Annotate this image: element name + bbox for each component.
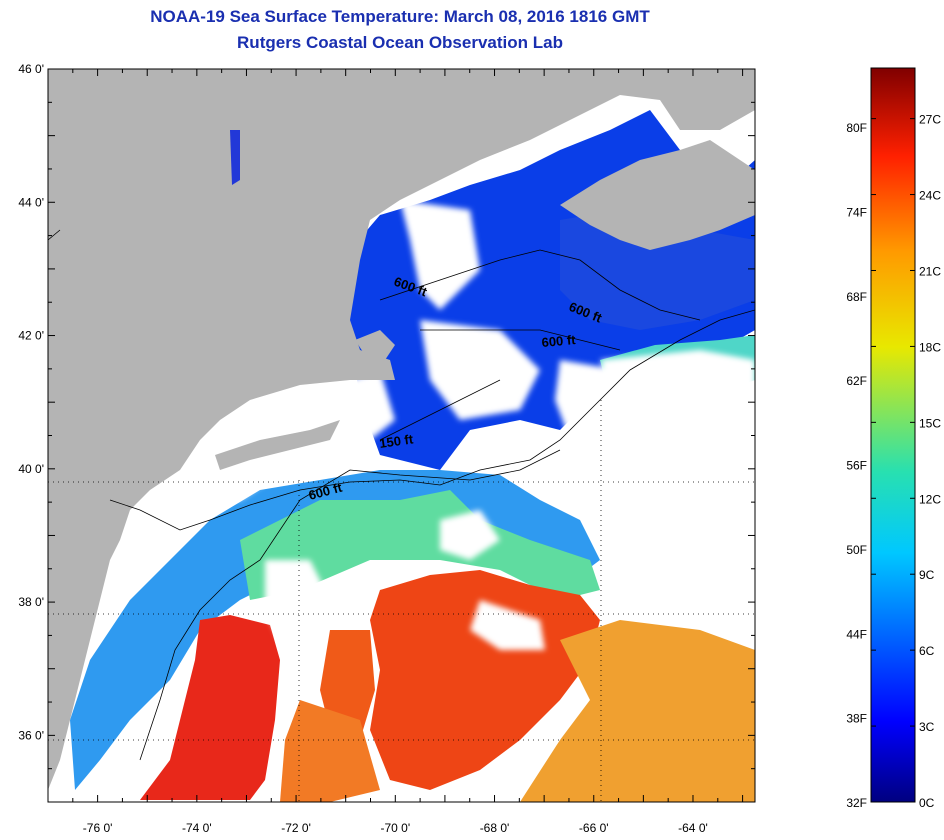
- colorbar-fahrenheit-label: 44F: [846, 627, 867, 641]
- colorbar-celsius-label: 3C: [919, 720, 935, 734]
- colorbar-fahrenheit-label: 80F: [846, 121, 867, 135]
- lon-tick-label: -72 0': [281, 821, 311, 835]
- lon-tick-label: -66 0': [579, 821, 609, 835]
- axis-ticks: 46 0' 44 0' 42 0' 40 0' 38 0' 36 0' -76 0' -74 …: [18, 62, 755, 835]
- land-mass: [48, 69, 755, 790]
- colorbar-celsius-label: 0C: [919, 796, 935, 810]
- colorbar-celsius-label: 24C: [919, 189, 941, 203]
- lat-tick-label: 40 0': [18, 462, 44, 476]
- lake-champlain: [230, 130, 240, 185]
- colorbar-celsius-label: 18C: [919, 340, 941, 354]
- colorbar-fahrenheit-label: 62F: [846, 374, 867, 388]
- warm-orange-patch: [280, 700, 380, 802]
- colorbar-celsius-label: 12C: [919, 492, 941, 506]
- shelf-water-green: [240, 490, 600, 600]
- lat-tick-label: 42 0': [18, 329, 44, 343]
- colorbar-celsius-label: 27C: [919, 113, 941, 127]
- us-mainland: [48, 69, 755, 790]
- lon-tick-label: -68 0': [480, 821, 510, 835]
- cold-water-offshore: [560, 210, 755, 330]
- gulf-stream-warm: [370, 570, 600, 790]
- lat-tick-label: 44 0': [18, 195, 44, 209]
- colorbar-fahrenheit-label: 74F: [846, 205, 867, 219]
- nova-scotia: [560, 140, 755, 250]
- cloud-cover: [205, 200, 755, 660]
- map-subtitle: Rutgers Coastal Ocean Observation Lab: [237, 33, 563, 52]
- colorbar-celsius-label: 15C: [919, 416, 941, 430]
- cape-cod: [355, 330, 395, 360]
- lat-tick-label: 46 0': [18, 62, 44, 76]
- contour-label-150ft: 150 ft: [378, 431, 414, 451]
- colorbar-fahrenheit-label: 38F: [846, 712, 867, 726]
- colorbar-fahrenheit-label: 56F: [846, 459, 867, 473]
- lon-tick-label: -70 0': [380, 821, 410, 835]
- lon-tick-label: -64 0': [678, 821, 708, 835]
- colorbar-celsius-label: 21C: [919, 264, 941, 278]
- colorbar-celsius-label: 6C: [919, 644, 935, 658]
- colorbar-celsius-label: 9C: [919, 568, 935, 582]
- colorbar-fahrenheit-label: 68F: [846, 290, 867, 304]
- colorbar-fahrenheit-label: 50F: [846, 543, 867, 557]
- gulf-stream-core: [140, 615, 280, 800]
- contour-label-600ft: 600 ft: [541, 332, 577, 350]
- colorbar-gradient: [870, 67, 916, 803]
- lon-tick-label: -74 0': [182, 821, 212, 835]
- map-title: NOAA-19 Sea Surface Temperature: March 0…: [150, 7, 650, 26]
- graticule: [48, 400, 755, 802]
- lat-tick-label: 38 0': [18, 595, 44, 609]
- colorbar-fahrenheit-label: 32F: [846, 796, 867, 810]
- lat-tick-label: 36 0': [18, 728, 44, 742]
- lon-tick-label: -76 0': [83, 821, 113, 835]
- bathymetry-contours: [48, 229, 755, 761]
- colorbar: 27C 24C 21C 18C 15C 12C 9C 6C 3C 0C 80F 74F 68F 62F 56…: [846, 67, 941, 810]
- long-island: [215, 420, 340, 470]
- colorbar-ticks: 27C 24C 21C 18C 15C 12C 9C 6C 3C 0C 80F 74F 68F 62F 56…: [846, 113, 941, 810]
- warm-orange-fringe: [520, 620, 755, 802]
